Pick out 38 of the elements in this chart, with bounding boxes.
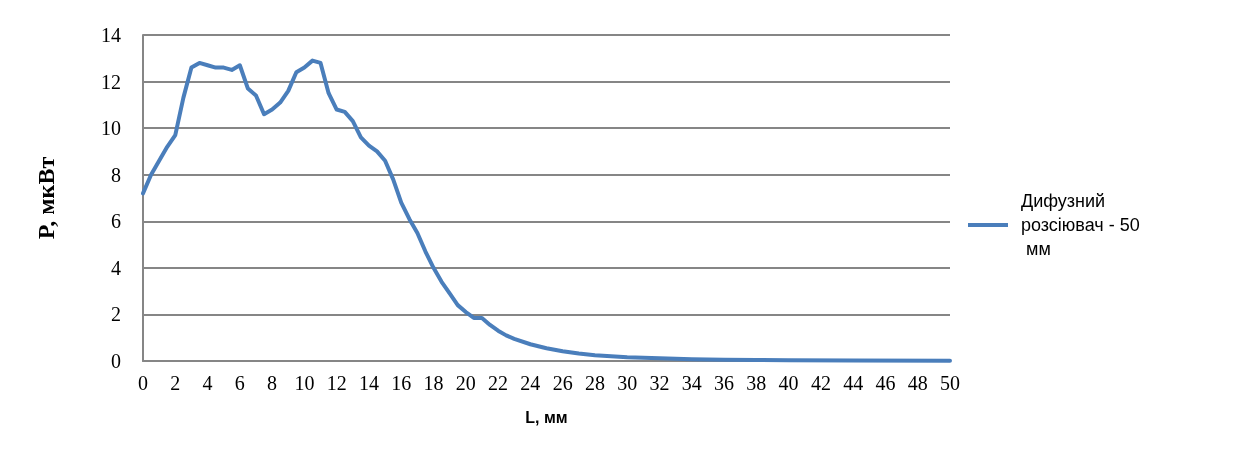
x-tick-label: 16 <box>391 372 412 394</box>
y-tick-label: 0 <box>111 350 121 372</box>
y-tick-label: 12 <box>101 70 121 93</box>
x-tick-label: 22 <box>488 372 509 394</box>
x-tick-label: 46 <box>875 372 896 394</box>
x-tick-label: 26 <box>552 372 573 394</box>
x-tick-label: 50 <box>940 372 960 394</box>
line-series <box>141 58 952 363</box>
x-tick-label: 14 <box>358 372 379 394</box>
y-tick-label: 8 <box>111 163 121 186</box>
x-tick-label: 38 <box>746 372 767 394</box>
x-tick-label: 40 <box>778 372 799 394</box>
legend-label: Дифузний розсіювач - 50 мм <box>1021 191 1140 259</box>
x-tick-label: 0 <box>138 372 148 394</box>
x-tick-label: 6 <box>234 372 245 394</box>
x-tick-label: 32 <box>649 372 670 394</box>
x-tick-label: 28 <box>584 372 605 394</box>
x-tick-label: 44 <box>843 372 864 394</box>
y-tick-label: 6 <box>111 210 121 233</box>
y-tick-label: 14 <box>101 24 121 46</box>
x-tick-label: 10 <box>294 372 315 394</box>
x-tick-label: 34 <box>681 372 702 394</box>
x-tick-label: 2 <box>170 372 181 394</box>
y-axis-title: P, мкВт <box>33 156 59 240</box>
x-tick-label: 8 <box>267 372 278 394</box>
x-tick-label: 12 <box>326 372 347 394</box>
x-axis-title: L, мм <box>525 408 568 426</box>
x-tick-label: 20 <box>455 372 476 394</box>
x-tick-label: 36 <box>714 372 735 394</box>
x-tick-label: 4 <box>202 372 213 394</box>
x-tick-label: 42 <box>810 372 831 394</box>
y-tick-label: 2 <box>111 303 121 326</box>
y-tick-label: 4 <box>111 256 121 279</box>
x-tick-label: 18 <box>423 372 444 394</box>
x-tick-label: 30 <box>617 372 638 394</box>
y-tick-label: 10 <box>101 117 121 140</box>
x-tick-label: 48 <box>907 372 928 394</box>
x-tick-label: 24 <box>520 372 541 394</box>
